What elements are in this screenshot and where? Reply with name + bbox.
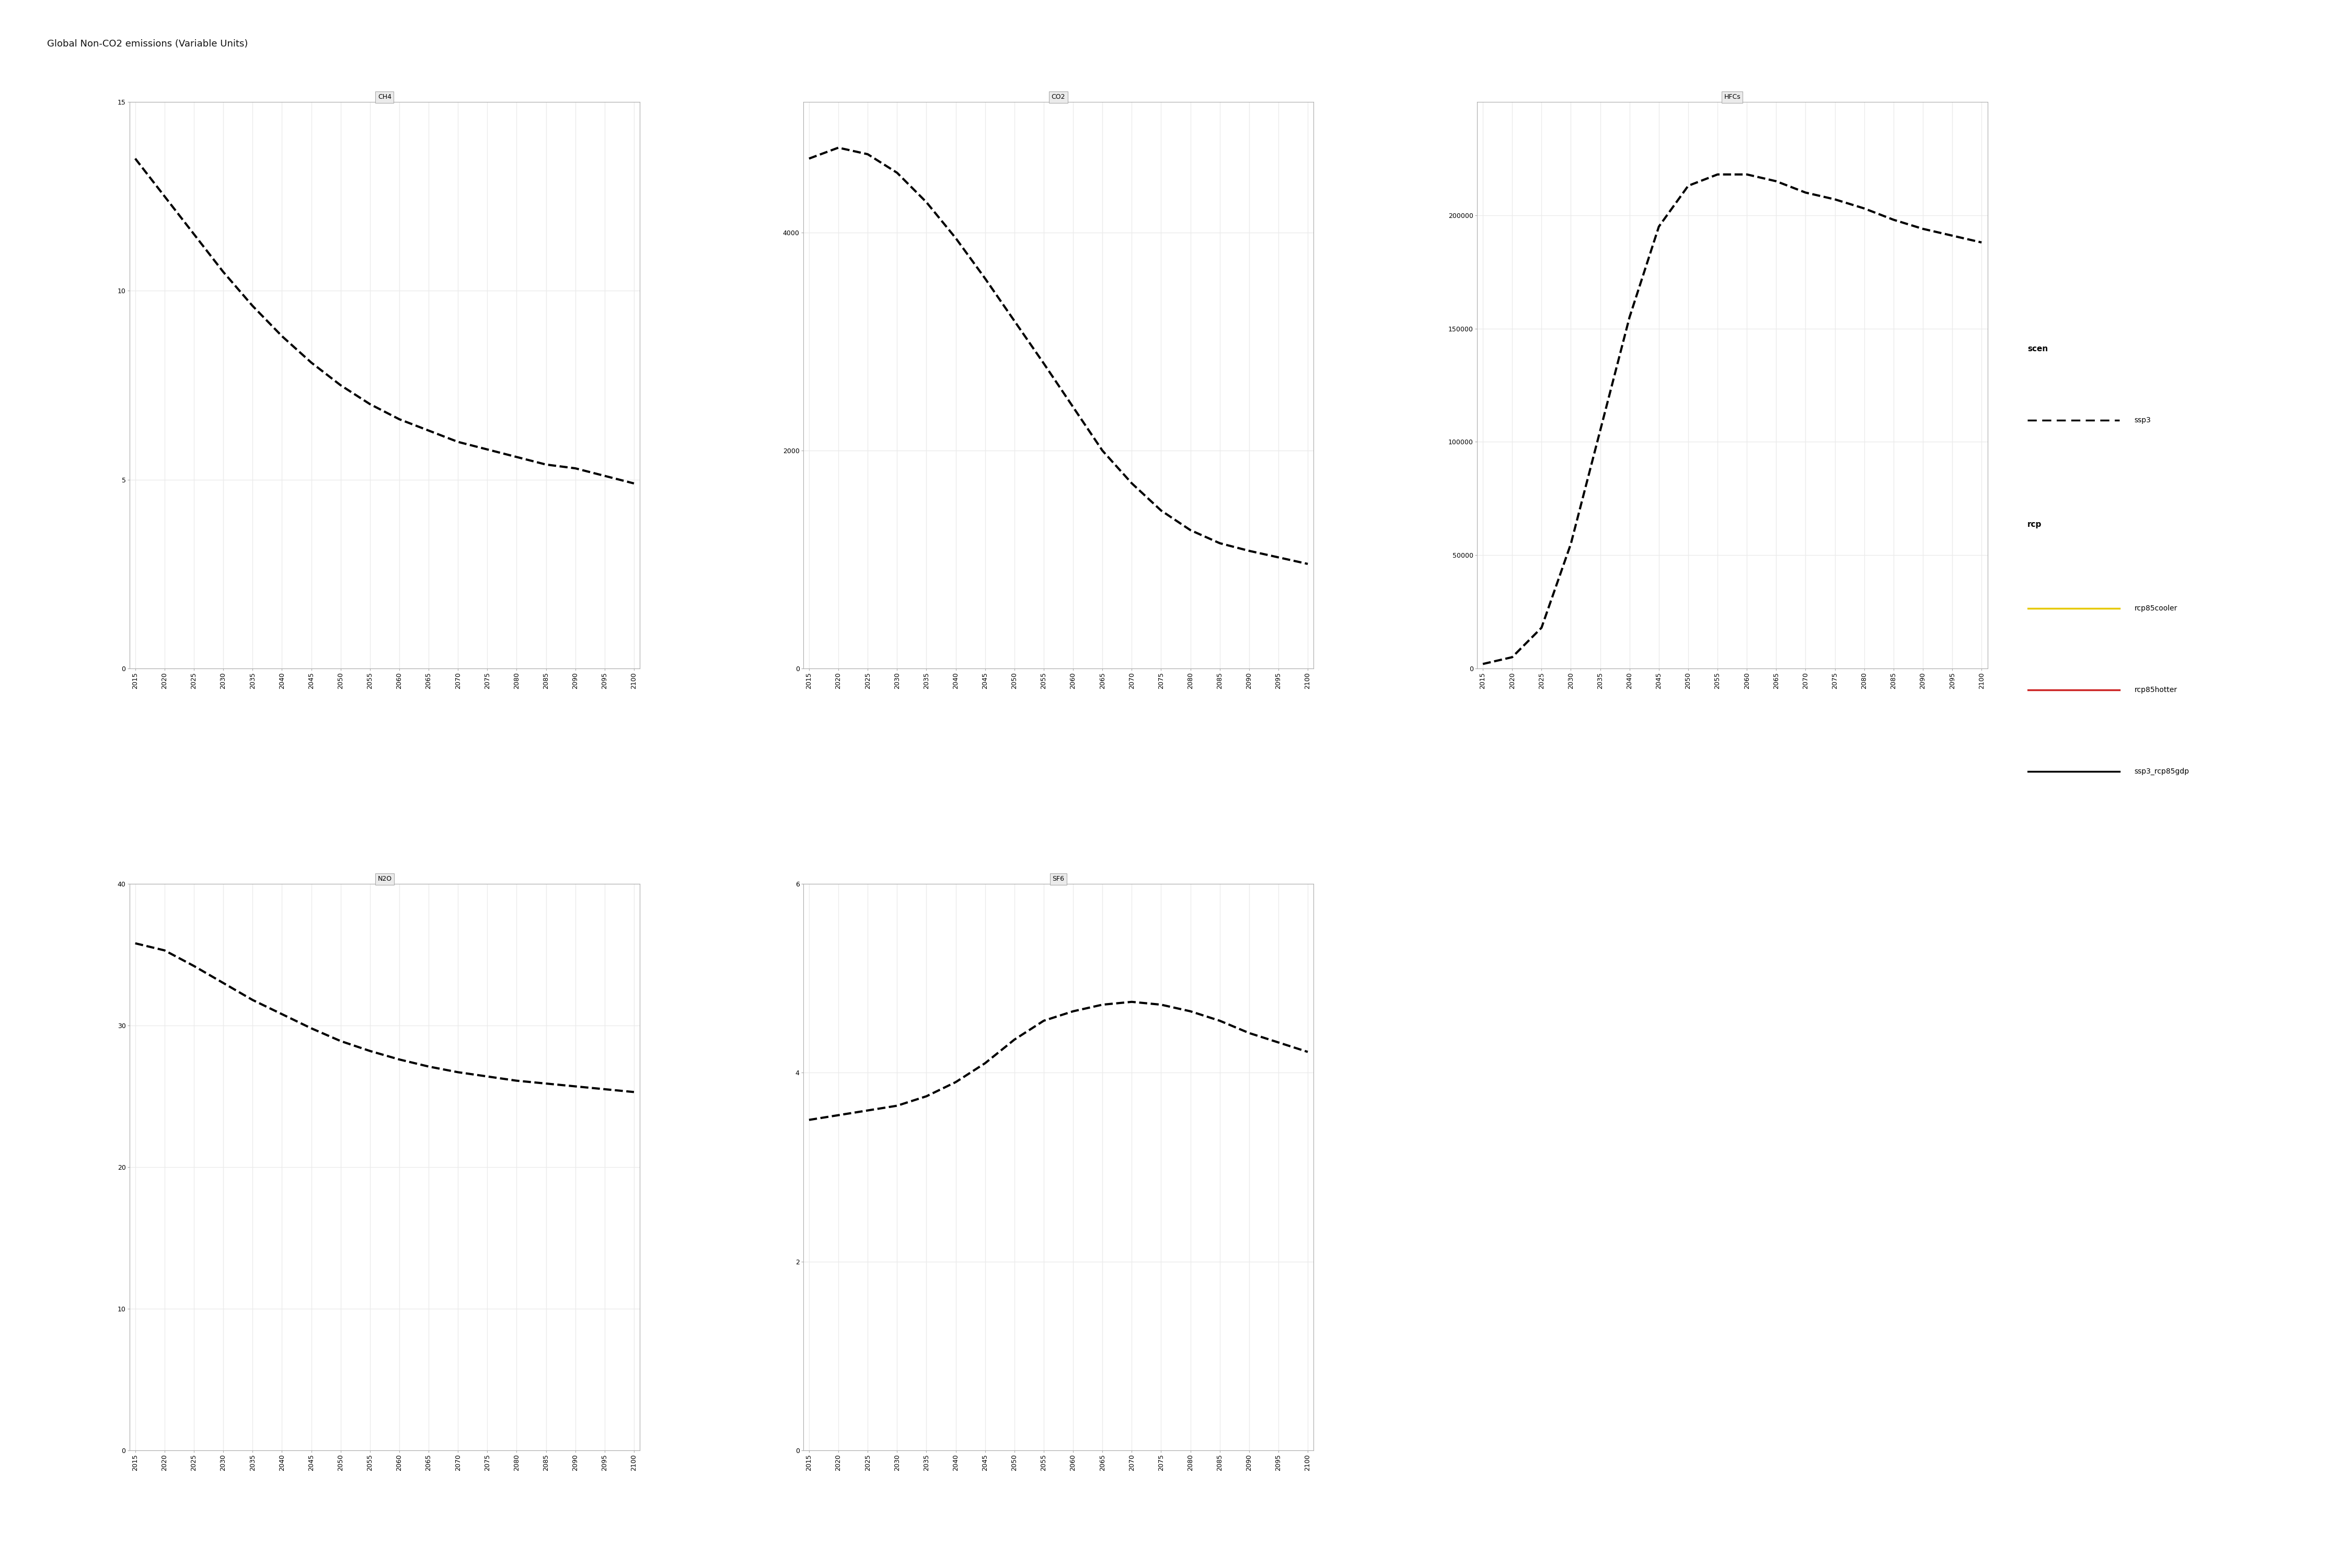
Title: CO2: CO2	[1051, 94, 1065, 100]
Text: ssp3_rcp85gdp: ssp3_rcp85gdp	[2136, 768, 2190, 775]
Text: scen: scen	[2027, 345, 2049, 353]
Text: rcp85hotter: rcp85hotter	[2136, 687, 2178, 693]
Text: rcp: rcp	[2027, 521, 2042, 528]
Text: Global Non-CO2 emissions (Variable Units): Global Non-CO2 emissions (Variable Units…	[47, 39, 247, 49]
Text: ssp3: ssp3	[2136, 417, 2152, 423]
Title: SF6: SF6	[1051, 875, 1065, 883]
Title: HFCs: HFCs	[1724, 94, 1740, 100]
Text: rcp85cooler: rcp85cooler	[2136, 605, 2178, 612]
Title: N2O: N2O	[379, 875, 393, 883]
Title: CH4: CH4	[379, 94, 390, 100]
